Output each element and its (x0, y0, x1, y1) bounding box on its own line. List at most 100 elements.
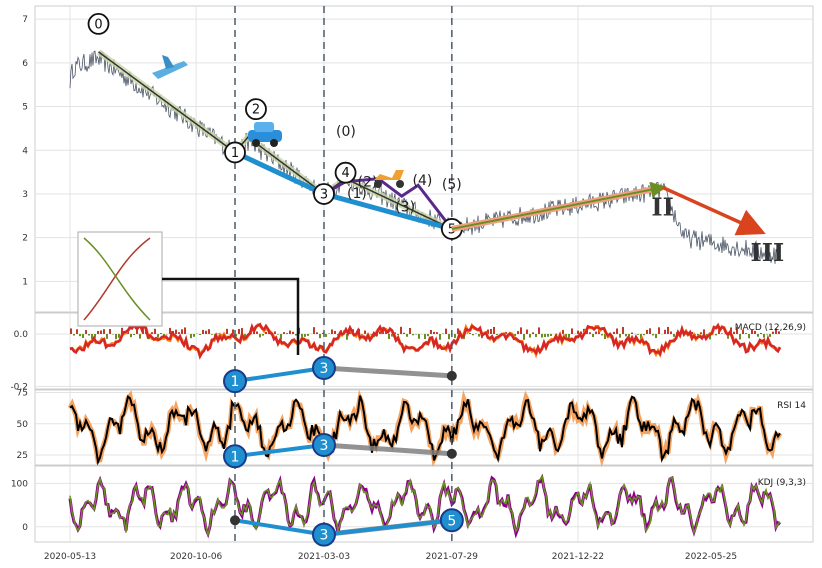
macd-hist-bar (775, 328, 777, 334)
macd-hist-bar (640, 333, 642, 340)
macd-hist-bar (709, 333, 711, 340)
macd-hist-bar (157, 333, 159, 338)
macd-hist-bar (319, 333, 321, 339)
airplane-wing (162, 55, 174, 69)
macd-hist-bar (397, 333, 399, 336)
macd-hist-bar (703, 329, 705, 334)
y-tick-label: 7 (22, 15, 28, 25)
macd-hist-bar (733, 331, 735, 334)
macd-hist-bar (754, 330, 756, 334)
macd-hist-bar (136, 328, 138, 334)
macd-hist-bar (154, 328, 156, 334)
macd-hist-bar (763, 333, 765, 338)
macd-hist-bar (109, 329, 111, 334)
y-tick-label: 0.0 (14, 330, 29, 340)
macd-hist-bar (493, 326, 495, 334)
macd-hist-bar (205, 330, 207, 334)
wave-label-text: 3 (320, 187, 328, 202)
macd-hist-bar (439, 333, 441, 340)
macd-hist-bar (604, 333, 606, 340)
macd-hist-bar (346, 333, 348, 340)
macd-hist-bar (226, 328, 228, 334)
macd-hist-bar (778, 331, 780, 334)
macd-hist-bar (436, 332, 438, 334)
y-tick-label: 100 (11, 479, 28, 489)
macd-hist-bar (715, 333, 717, 336)
macd-hist-bar (613, 331, 615, 334)
macd-hist-bar (685, 333, 687, 335)
inset-thumbnail (77, 231, 163, 327)
macd-hist-bar (751, 329, 753, 334)
x-tick-label: 2020-10-06 (170, 552, 223, 562)
y-tick-label: 50 (17, 420, 29, 430)
macd-hist-bar (601, 333, 603, 336)
scooter-icon (374, 170, 404, 188)
macd-hist-bar (700, 332, 702, 334)
macd-hist-bar (301, 333, 303, 338)
macd-hist-bar (730, 327, 732, 334)
y-tick-label: 4 (22, 146, 28, 156)
x-tick-label: 2021-07-29 (426, 552, 479, 562)
x-tick-label: 2021-12-22 (552, 552, 604, 562)
y-tick-label: 3 (22, 190, 28, 200)
macd-hist-bar (433, 331, 435, 334)
macd-hist-bar (304, 333, 306, 337)
kdj-panel (34, 465, 814, 543)
divergence-dot (446, 448, 457, 459)
macd-hist-bar (208, 329, 210, 334)
macd-hist-bar (238, 328, 240, 334)
divergence-line-blue (234, 443, 325, 459)
macd-hist-bar (175, 329, 177, 334)
macd-hist-bar (658, 327, 660, 334)
inset-connector (162, 277, 300, 355)
wave-label-text: 4 (341, 166, 349, 181)
macd-hist-bar (517, 331, 519, 334)
macd-hist-bar (649, 328, 651, 334)
macd-hist-bar (103, 329, 105, 334)
macd-hist-bar (334, 330, 336, 334)
macd-hist-bar (265, 331, 267, 334)
rsi-line (69, 394, 781, 466)
wave-label-text: 1 (231, 146, 239, 161)
divergence-line-blue (234, 366, 325, 384)
x-tick-label: 2020-05-13 (44, 552, 96, 562)
macd-hist-bar (73, 333, 75, 336)
divergence-marker (311, 433, 336, 457)
macd-hist-bar (313, 327, 315, 334)
y-tick-label: 1 (22, 277, 28, 287)
divergence-dot (230, 515, 241, 526)
macd-hist-bar (547, 333, 549, 337)
macd-hist-bar (625, 333, 627, 337)
macd-hist-bar (667, 326, 669, 334)
macd-hist-bar (235, 333, 237, 337)
scooter-body (374, 170, 404, 180)
macd-hist-bar (199, 333, 201, 335)
macd-hist-bar (760, 332, 762, 334)
macd-hist-bar (430, 330, 432, 334)
divergence-line-gray (323, 442, 453, 457)
macd-hist-bar (316, 332, 318, 334)
wave-label-circle (224, 141, 246, 164)
wave-label-circle (245, 98, 267, 121)
macd-hist-bar (82, 333, 84, 338)
macd-hist-bar (529, 333, 531, 338)
x-tick-label: 2021-03-03 (298, 552, 350, 562)
macd-hist-bar (280, 333, 282, 340)
macd-hist-bar (70, 328, 72, 334)
macd-hist-bar (580, 331, 582, 334)
macd-hist-bar (445, 328, 447, 334)
x-tick-label: 2022-05-25 (685, 552, 737, 562)
macd-hist-bar (541, 333, 543, 338)
macd-hist-bar (133, 333, 135, 336)
macd-hist-bar (589, 332, 591, 334)
divergence-label: 3 (320, 528, 329, 544)
y-tick-label: 0 (22, 523, 28, 533)
macd-hist-bar (277, 333, 279, 335)
macd-hist-bar (487, 329, 489, 334)
macd-hist-bar (370, 333, 372, 335)
series-layer (67, 50, 783, 539)
macd-hist-bar (628, 333, 630, 339)
macd-hist-bar (514, 333, 516, 337)
wave-label-circle (334, 161, 357, 184)
